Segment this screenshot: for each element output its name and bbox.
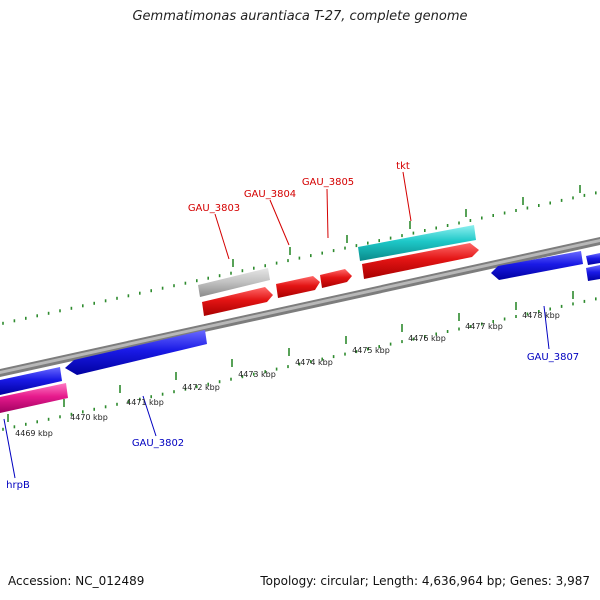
gene-tkt-rna[interactable] (358, 225, 476, 261)
label-tkt[interactable]: tkt (396, 161, 410, 172)
gene-tkt[interactable] (362, 243, 479, 279)
accession-text: Accession: NC_012489 (8, 574, 145, 588)
tick-marks (2, 185, 597, 431)
ruler-label: 4471 kbp (126, 398, 164, 407)
gene-gau-3809[interactable] (586, 265, 600, 281)
gene-gau-3805[interactable] (320, 269, 352, 288)
ruler-label: 4472 kbp (182, 383, 220, 392)
ruler-label: 4469 kbp (15, 429, 53, 438)
label-line-gau-3807 (543, 305, 550, 350)
ruler-label: 4477 kbp (465, 322, 503, 331)
gene-hrpb[interactable] (0, 367, 62, 395)
ruler-label: 4473 kbp (238, 370, 276, 379)
label-gau-3802[interactable]: GAU_3802 (132, 438, 184, 449)
gene-gau-3804[interactable] (276, 276, 320, 298)
gene-gau-3803[interactable] (198, 268, 270, 297)
ruler-label: 4478 kbp (522, 311, 560, 320)
label-line-hrpb (3, 418, 16, 479)
backbone-highlight (0, 239, 600, 374)
label-line-gau-3803 (214, 213, 230, 260)
gene-gau-3802[interactable] (65, 330, 207, 375)
label-gau-3805[interactable]: GAU_3805 (302, 177, 354, 188)
label-line-gau-3805 (326, 188, 329, 239)
ruler-label: 4474 kbp (295, 358, 333, 367)
label-hrpb[interactable]: hrpB (6, 480, 30, 491)
gene-gau-3803-forward[interactable] (202, 287, 273, 316)
ruler-label: 4476 kbp (408, 334, 446, 343)
label-line-tkt (402, 171, 412, 222)
label-line-gau-3804 (269, 199, 290, 246)
gene-hrpb-misc[interactable] (0, 383, 68, 413)
gene-gau-3807[interactable] (491, 251, 583, 280)
genome-summary-text: Topology: circular; Length: 4,636,964 bp… (260, 574, 590, 588)
label-gau-3807[interactable]: GAU_3807 (527, 352, 579, 363)
label-gau-3803[interactable]: GAU_3803 (188, 203, 240, 214)
label-gau-3804[interactable]: GAU_3804 (244, 189, 296, 200)
label-line-gau-3802 (142, 395, 157, 437)
ruler-label: 4470 kbp (70, 413, 108, 422)
map-title: Gemmatimonas aurantiaca T-27, complete g… (132, 9, 468, 24)
ruler-label: 4475 kbp (352, 346, 390, 355)
gene-gau-3808[interactable] (586, 253, 600, 265)
